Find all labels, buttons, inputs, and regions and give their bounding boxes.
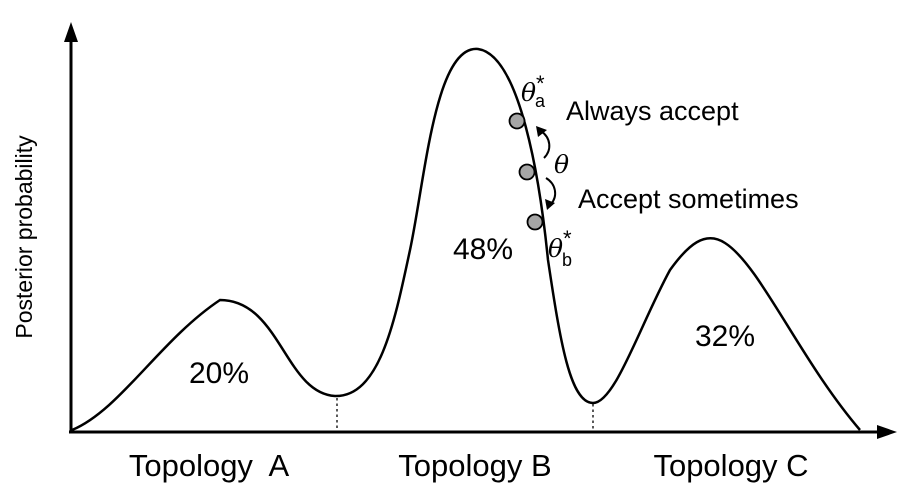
topology-c-probability: 32%	[695, 320, 755, 353]
proposal-b-subscript: b	[562, 250, 572, 270]
downhill-move-arrow	[545, 177, 557, 205]
state-proposal-b-point	[526, 213, 544, 231]
proposal-b-superscript: *	[563, 226, 572, 251]
y-axis-label: Posterior probability	[11, 135, 37, 339]
current-state-label: θ	[554, 150, 569, 179]
proposal-a-label: θ a *	[521, 71, 546, 111]
state-proposal-a-point	[508, 112, 526, 130]
state-current-point	[518, 163, 536, 181]
topology-b-label: Topology B	[398, 448, 551, 483]
axes	[64, 22, 897, 439]
proposal-a-subscript: a	[535, 91, 546, 111]
proposal-b-symbol: θ	[548, 234, 563, 263]
y-axis-arrowhead	[64, 22, 78, 42]
proposal-a-superscript: *	[536, 71, 545, 96]
always-accept-label: Always accept	[566, 96, 739, 126]
current-symbol: θ	[554, 150, 569, 179]
topology-a-label: Topology A	[129, 448, 290, 483]
proposal-a-symbol: θ	[521, 78, 536, 107]
posterior-curve	[71, 47, 861, 432]
uphill-arrowhead	[536, 126, 547, 137]
x-axis-arrowhead	[877, 425, 897, 439]
downhill-arrowhead	[545, 199, 555, 210]
proposal-b-label: θ b *	[548, 226, 572, 270]
topology-b-probability: 48%	[453, 233, 513, 266]
uphill-move-arrow	[540, 130, 551, 159]
accept-sometimes-label: Accept sometimes	[578, 184, 799, 214]
topology-a-probability: 20%	[189, 357, 249, 390]
topology-c-label: Topology C	[653, 448, 808, 483]
